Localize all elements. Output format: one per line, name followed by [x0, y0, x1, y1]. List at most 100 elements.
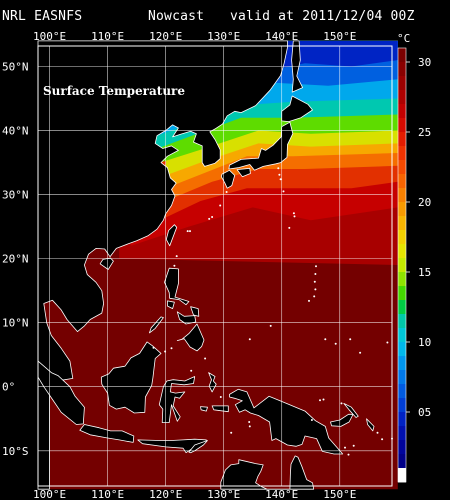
colorbar-swatch-24	[398, 370, 406, 385]
halmahera-land	[208, 372, 217, 393]
lat-label: 0°	[2, 381, 15, 394]
colorbar-swatch-1	[398, 48, 406, 63]
asia-mainland-land	[37, 40, 288, 490]
colorbar-swatch-21	[398, 328, 406, 343]
islet-37	[248, 421, 251, 423]
colorbar-swatch-13	[398, 216, 406, 231]
lon-label-top: 130°E	[207, 30, 240, 43]
colorbar-tick-label: 30	[418, 56, 431, 69]
islet-26	[334, 342, 337, 345]
islet-31	[170, 347, 173, 350]
islet-23	[386, 341, 389, 344]
borneo-land	[100, 341, 162, 414]
seram-land	[211, 405, 229, 413]
colorbar-swatch-16	[398, 258, 406, 273]
colorbar-swatch-22	[398, 342, 406, 357]
lat-label: 10°S	[2, 445, 29, 458]
islet-2	[278, 173, 281, 176]
islet-11	[313, 280, 316, 283]
islet-42	[381, 438, 384, 441]
visayas-land	[176, 311, 197, 325]
colorbar-swatch-9	[398, 160, 406, 175]
lon-label-bottom: 130°E	[207, 488, 240, 500]
map-overlay-title: Surface Temperature	[43, 84, 186, 98]
valid-time: valid at 2011/12/04 00Z	[230, 9, 415, 24]
lon-label-bottom: 100°E	[33, 488, 66, 500]
lon-label-top: 110°E	[91, 30, 124, 43]
lon-label-top: 120°E	[149, 30, 182, 43]
lon-label-bottom: 120°E	[149, 488, 182, 500]
islet-38	[352, 444, 355, 447]
colorbar-swatch-27	[398, 412, 406, 427]
colorbar-swatch-8	[398, 146, 406, 161]
colorbar-swatch-28	[398, 426, 406, 441]
colorbar-tick-label: 20	[418, 196, 431, 209]
colorbar-swatch-10	[398, 174, 406, 189]
islet-17	[225, 191, 228, 193]
islet-1	[277, 167, 280, 170]
hainan-land	[99, 257, 114, 270]
islet-21	[269, 324, 272, 327]
colorbar-swatch-14	[398, 230, 406, 245]
colorbar-swatch-19	[398, 300, 406, 315]
lat-label: 40°N	[2, 125, 29, 138]
land-mask	[37, 40, 375, 490]
islet-20	[248, 338, 251, 341]
colorbar-swatch-15	[398, 244, 406, 259]
colorbar-swatch-6	[398, 118, 406, 133]
colorbar-swatch-20	[398, 314, 406, 329]
colorbar-tick-label: 10	[418, 336, 431, 349]
islet-34	[219, 396, 222, 398]
colorbar-swatch-17	[398, 272, 406, 287]
colorbar-swatch-31	[398, 468, 406, 483]
map-frame	[37, 45, 393, 487]
islet-36	[248, 425, 251, 428]
java-land	[79, 424, 135, 443]
islet-19	[186, 230, 189, 233]
islet-9	[313, 295, 316, 298]
islet-18	[189, 230, 191, 233]
islet-28	[175, 255, 178, 258]
islet-47	[340, 402, 343, 405]
islet-29	[152, 346, 155, 349]
colorbar-swatch-23	[398, 356, 406, 371]
islet-24	[324, 338, 327, 341]
lon-label-top: 140°E	[265, 30, 298, 43]
islet-35	[230, 431, 233, 434]
colorbar-swatch-26	[398, 398, 406, 413]
colorbar-swatch-30	[398, 454, 406, 469]
bougainville-land	[366, 418, 375, 432]
islet-8	[314, 288, 317, 291]
mindoro-land	[166, 300, 175, 310]
lon-label-bottom: 150°E	[323, 488, 356, 500]
colorbar-swatch-29	[398, 440, 406, 455]
islet-3	[279, 178, 282, 181]
islet-7	[288, 226, 291, 229]
hokkaido-land	[281, 95, 313, 122]
colorbar-tick-label: 25	[418, 126, 431, 139]
islet-12	[314, 273, 317, 275]
islet-16	[219, 204, 222, 207]
lat-label: 20°N	[2, 253, 29, 266]
northern-australia-land	[220, 455, 315, 490]
mindanao-land	[176, 323, 205, 352]
grid-labels: 100°E 100°E 110°E 110°E 120°E 120°E 130°E 130°E…	[2, 30, 356, 500]
islet-27	[173, 264, 176, 267]
islet-13	[315, 265, 317, 268]
lat-label: 10°N	[2, 317, 29, 330]
new-ireland-land	[343, 402, 359, 418]
colorbar-swatch-3	[398, 76, 406, 91]
colorbar-swatch-2	[398, 62, 406, 77]
islet-25	[359, 351, 362, 354]
islet-5	[292, 212, 295, 215]
colorbar-tick-label: 05	[418, 406, 431, 419]
lon-label-top: 100°E	[33, 30, 66, 43]
colorbar-swatch-7	[398, 132, 406, 147]
lon-label-bottom: 110°E	[91, 488, 124, 500]
new-britain-land	[330, 413, 354, 427]
shikoku-land	[236, 167, 251, 178]
colorbar-tick-label: 15	[418, 266, 431, 279]
islet-32	[190, 369, 193, 372]
